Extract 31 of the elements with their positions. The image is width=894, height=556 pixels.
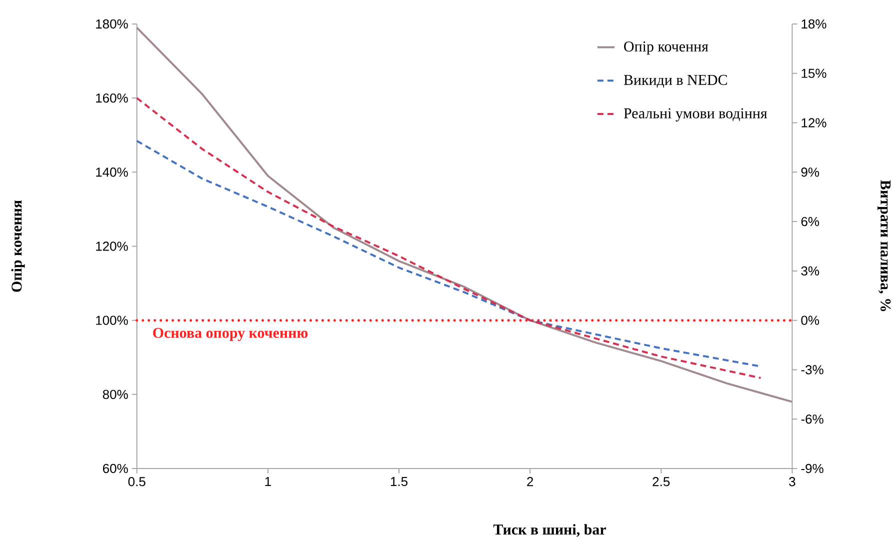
y-tick-label: 100% (96, 316, 128, 325)
x-tick-label: 1.5 (390, 476, 408, 486)
x-axis-title: Тиск в шині, bar (493, 524, 606, 537)
y2-tick-label: 0% (801, 316, 820, 325)
y2-tick-label: -3% (801, 364, 824, 374)
y2-axis-title: Витрати палива, % (878, 180, 891, 311)
y2-tick-label: 6% (801, 216, 820, 226)
x-tick-label: 1 (265, 476, 271, 486)
y-axis-title: Опір кочення (11, 200, 25, 292)
y2-tick-label: 15% (802, 68, 826, 78)
y-tick-label: 160% (96, 93, 128, 102)
ref-line-label: Основа опору коченню (153, 328, 308, 341)
y2-tick-label: 3% (801, 266, 820, 276)
line-series (136, 26, 794, 403)
y2-tick-label: -6% (801, 414, 824, 424)
y2-tick-label: -9% (801, 464, 824, 473)
legend-label: Викиди в NEDC (624, 74, 727, 88)
y-tick-label: 120% (96, 241, 128, 251)
y-tick-label: 180% (96, 19, 128, 28)
y-tick-label: 140% (96, 167, 128, 177)
y2-tick-label: 12% (802, 118, 826, 128)
x-tick-label: 3 (789, 476, 796, 486)
x-tick-label: 2 (527, 476, 534, 486)
y-tick-label: 80% (102, 390, 128, 399)
x-tick-label: 2.5 (652, 476, 670, 486)
legend-label: Реальні умови водіння (624, 108, 768, 122)
y-tick-label: 60% (103, 464, 128, 473)
x-tick-label: 0.5 (128, 476, 146, 486)
y2-tick-label: 18% (802, 19, 826, 28)
legend-label: Опір кочення (624, 41, 708, 54)
y2-tick-label: 9% (801, 167, 820, 177)
